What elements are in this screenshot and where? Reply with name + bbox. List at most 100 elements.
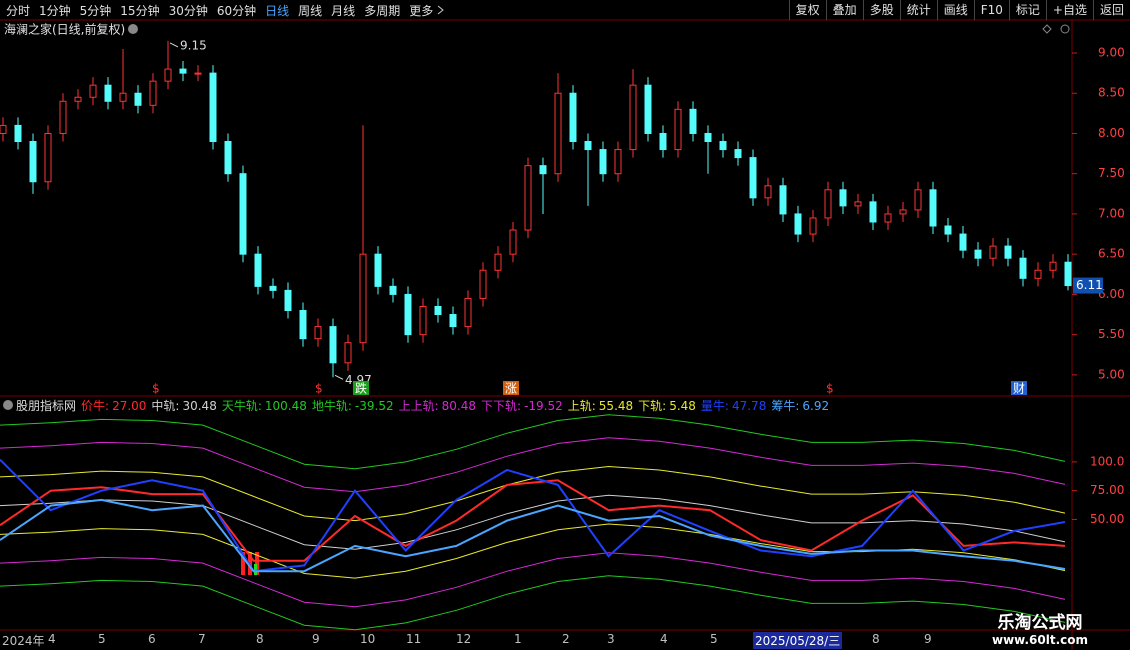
candle-body	[119, 92, 127, 102]
tool-button[interactable]: 统计	[899, 0, 937, 20]
period-tab[interactable]: 更多	[409, 3, 434, 18]
legend-value: 27.00	[112, 398, 147, 413]
tool-buttons: 复权 叠加 多股 统计 画线 F10 标记 +自选 返回	[788, 0, 1130, 20]
event-marker[interactable]: 跌	[355, 381, 367, 396]
event-marker[interactable]: 涨	[505, 381, 517, 396]
candle-body	[554, 92, 562, 175]
candle-body	[509, 229, 517, 255]
candle-body	[839, 189, 847, 207]
more-chevron[interactable]	[436, 4, 446, 16]
time-label: 11	[406, 632, 422, 646]
watermark: 乐淘公式网 www.60lt.com	[992, 608, 1088, 647]
legend-item: 上轨: 55.48	[568, 397, 633, 414]
legend-value: 47.78	[731, 398, 767, 413]
icon[interactable]	[1060, 24, 1070, 34]
event-marker[interactable]: $	[315, 382, 323, 396]
candle-body	[134, 92, 142, 106]
y-tick-label: 50.00	[1090, 512, 1124, 526]
legend-item: 价牛: 27.00	[81, 397, 146, 414]
legend-value: -19.52	[524, 398, 563, 413]
candle-body	[419, 305, 427, 336]
candle-body	[824, 189, 832, 219]
legend-item: 中轨: 30.48	[151, 397, 216, 414]
period-tab[interactable]: 多周期	[364, 3, 401, 18]
period-tab[interactable]: 日线	[265, 3, 290, 18]
time-label: 3	[607, 632, 615, 646]
period-tab[interactable]: 分时	[6, 3, 31, 18]
last-price: 6.11	[1076, 278, 1103, 292]
legend-name: 量牛:	[700, 398, 729, 413]
legend-name: 下轨:	[638, 398, 667, 413]
candle-body	[989, 245, 997, 259]
period-tab[interactable]: 1分钟	[39, 3, 71, 18]
icon[interactable]	[1042, 24, 1052, 34]
candle-body	[899, 209, 907, 215]
candle-body	[914, 189, 922, 211]
candle-body	[29, 141, 37, 183]
candle-body	[959, 233, 967, 251]
candle-body	[464, 297, 472, 328]
candle-body	[239, 173, 247, 255]
candle-body	[14, 124, 22, 143]
event-marker[interactable]: $	[826, 382, 834, 396]
time-label: 6	[148, 632, 156, 646]
legend-name: 筹牛:	[771, 398, 800, 413]
signal	[255, 552, 259, 575]
time-label: 7	[198, 632, 206, 646]
event-marker[interactable]: $	[152, 382, 160, 396]
candle-body	[929, 189, 937, 227]
event-marker[interactable]: 财	[1013, 382, 1025, 396]
tool-button[interactable]: 多股	[862, 0, 900, 20]
candle-body	[269, 285, 277, 291]
tool-button[interactable]: 叠加	[825, 0, 863, 20]
period-tab[interactable]: 60分钟	[216, 3, 257, 18]
tool-button[interactable]: 复权	[788, 0, 826, 20]
indicator-line	[0, 414, 1066, 470]
signal	[254, 564, 257, 575]
period-tab[interactable]: 5分钟	[79, 3, 112, 18]
candle-body	[299, 310, 307, 340]
tool-button[interactable]: +自选	[1045, 0, 1093, 20]
y-tick-label: 75.00	[1090, 483, 1124, 497]
candle-body	[359, 253, 367, 344]
high-annotation: 9.15	[180, 38, 207, 52]
tool-button[interactable]: 画线	[936, 0, 974, 20]
time-label: 2	[562, 632, 570, 646]
candle-body	[704, 132, 712, 143]
time-label: 12	[456, 632, 472, 646]
candle-body	[194, 72, 202, 75]
event-badge[interactable]	[503, 381, 519, 395]
event-badge[interactable]	[1011, 381, 1027, 395]
dropdown-icon[interactable]	[3, 400, 13, 410]
candle-body	[1019, 257, 1027, 279]
candle-body	[89, 84, 97, 98]
period-tabs: 分时 1分钟 5分钟 15分钟 30分钟 60分钟 日线 周线 月线 多周期 更多	[0, 2, 433, 19]
candle-body	[644, 84, 652, 134]
candle-body	[44, 132, 52, 183]
indicator-line	[0, 437, 1066, 493]
y-tick-label: 7.50	[1098, 166, 1125, 180]
cursor-date: 2025/05/28/三	[753, 632, 843, 649]
event-badge[interactable]	[353, 381, 369, 395]
tool-button[interactable]: F10	[973, 0, 1009, 20]
y-tick-label: 9.00	[1098, 45, 1125, 59]
period-tab[interactable]: 30分钟	[168, 3, 208, 18]
candle-body	[164, 68, 172, 82]
dropdown-icon[interactable]	[128, 24, 138, 34]
period-tab[interactable]: 15分钟	[120, 3, 160, 18]
period-tab[interactable]: 周线	[298, 3, 323, 18]
legend-item: 下下轨: -19.52	[481, 397, 563, 414]
candle-body	[329, 326, 337, 364]
legend-value: 100.48	[264, 398, 307, 413]
legend-name: 上轨:	[567, 398, 596, 413]
tool-button[interactable]: 标记	[1008, 0, 1046, 20]
annotation-arrow	[334, 374, 344, 380]
tool-button[interactable]: 返回	[1092, 0, 1130, 20]
indicator-title: 股朋指标网	[16, 398, 77, 413]
candle-body	[59, 100, 67, 134]
watermark-url: www.60lt.com	[992, 633, 1089, 647]
candle-body	[854, 201, 862, 207]
period-tab[interactable]: 月线	[331, 3, 356, 18]
